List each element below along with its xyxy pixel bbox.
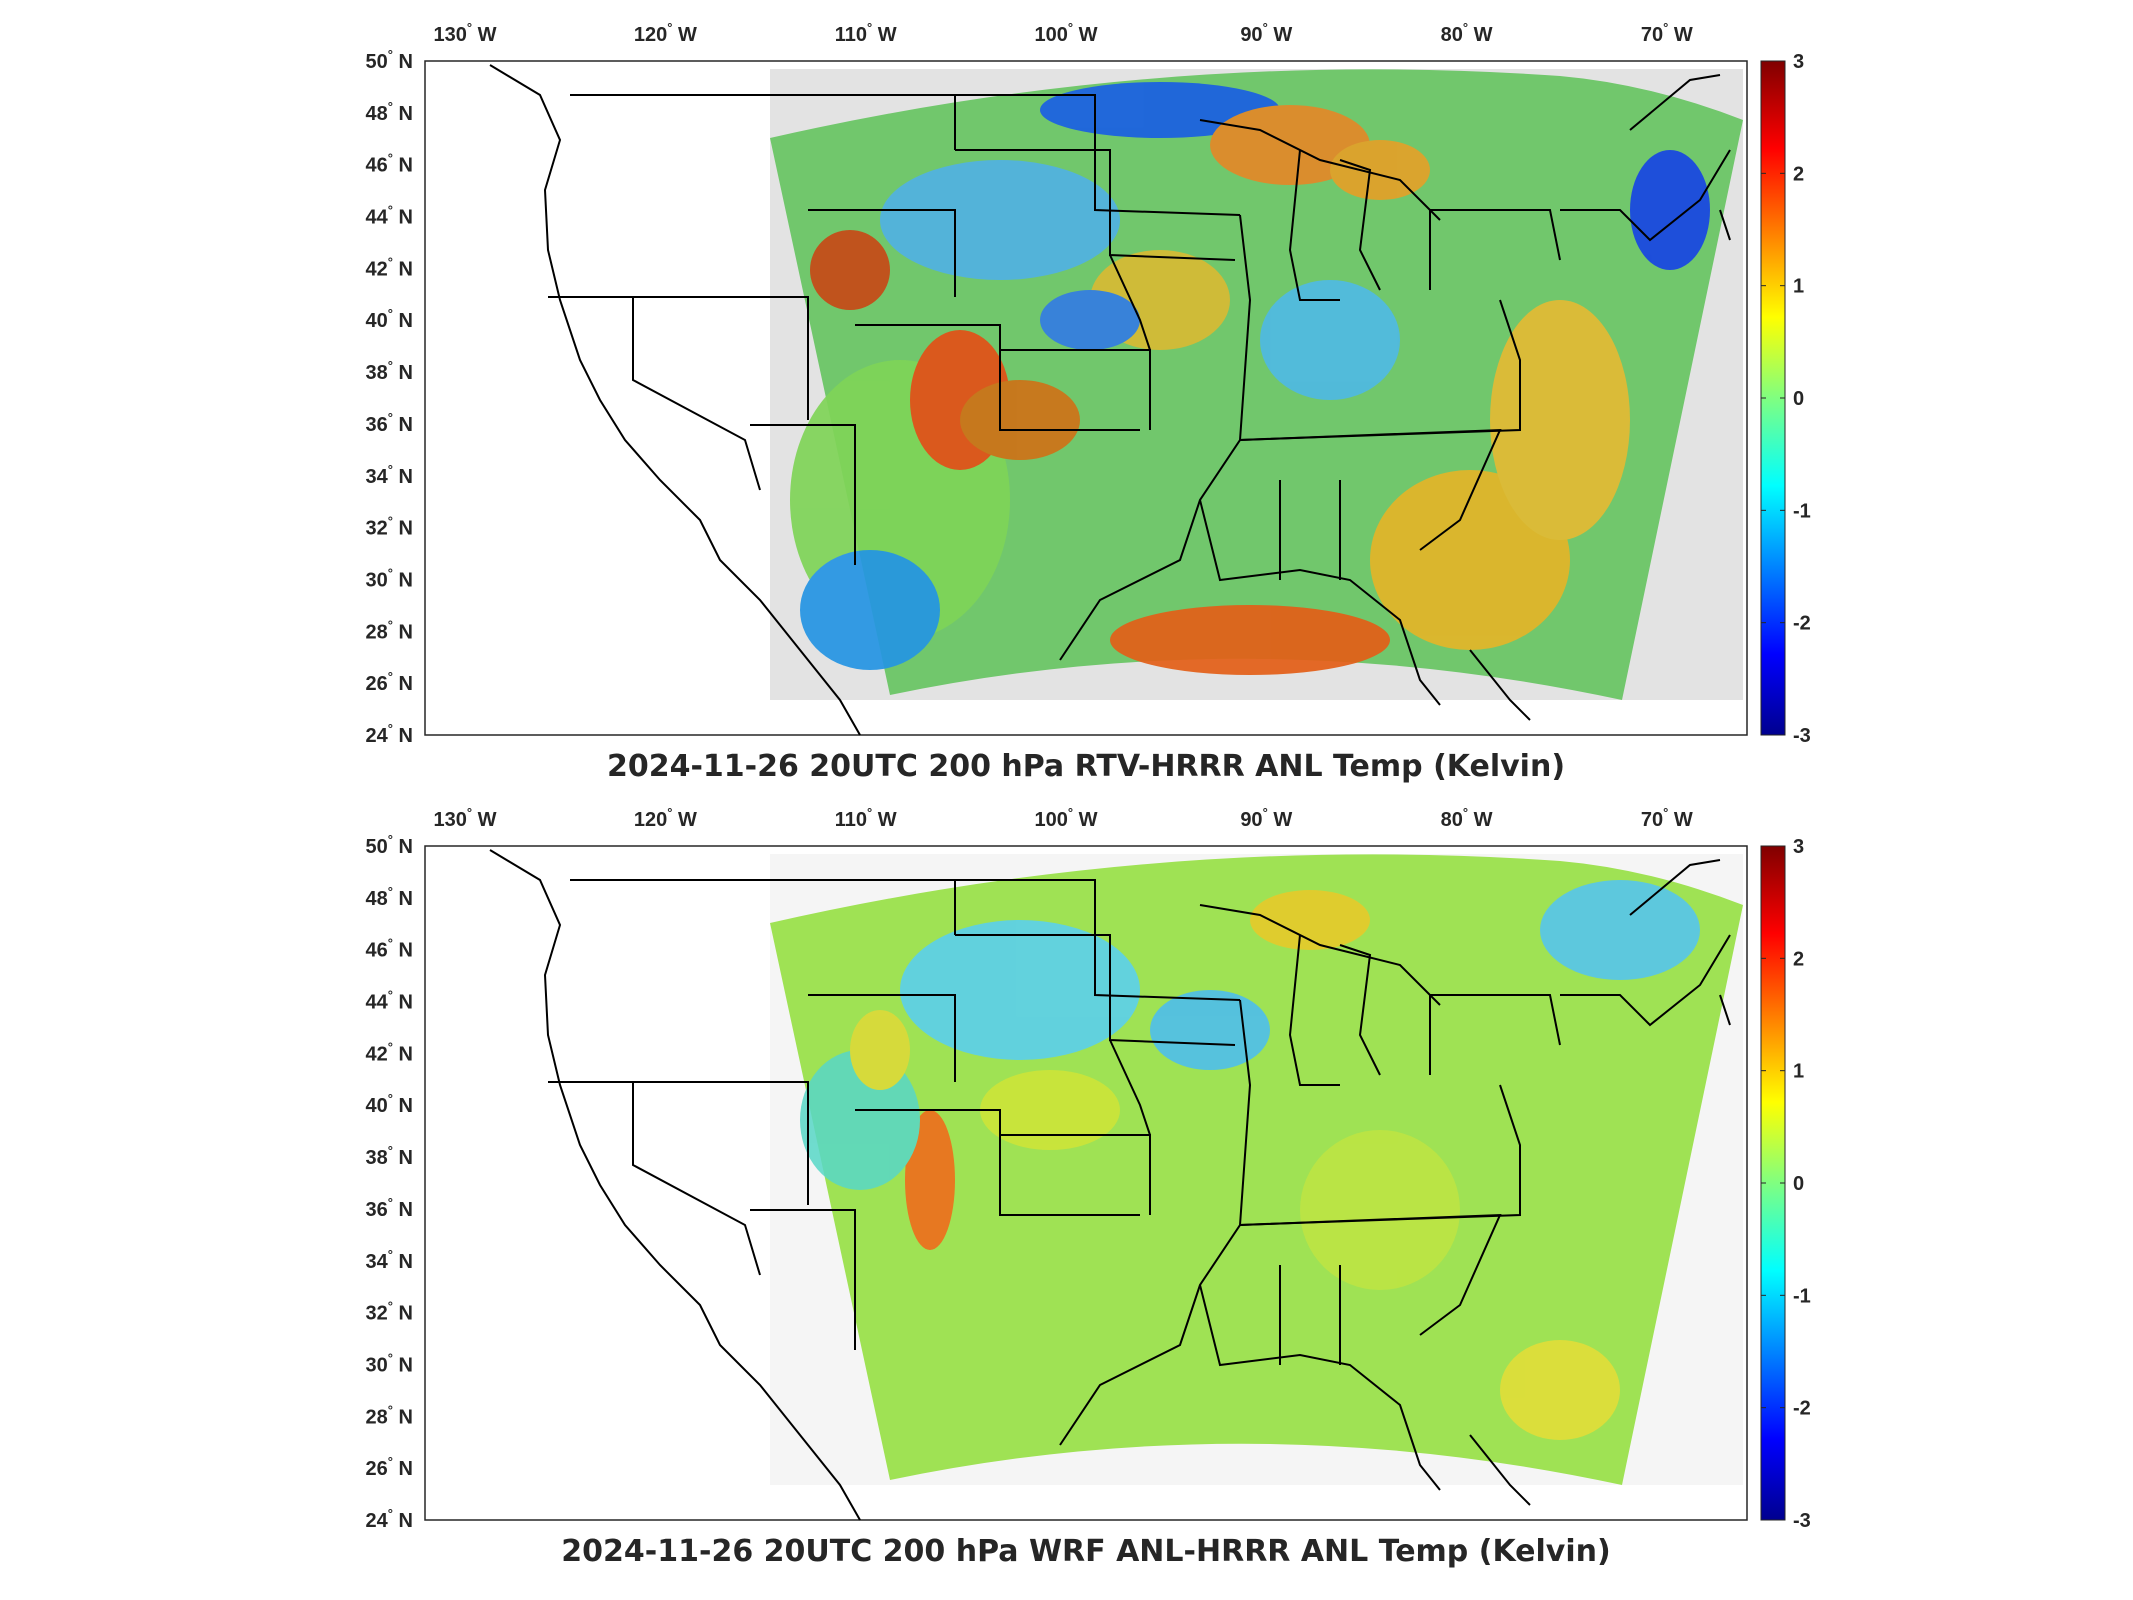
longitude-label: 120° W [634,20,697,46]
latitude-label: 38° N [366,358,413,384]
latitude-label: 28° N [366,1402,413,1428]
latitude-label: 24° N [366,721,413,747]
panel-title: 2024-11-26 20UTC 200 hPa WRF ANL-HRRR AN… [561,1534,1610,1569]
longitude-label: 100° W [1034,20,1097,46]
colorbar: 3 2 1 0 -1 -2 -3 [1760,51,1811,747]
longitude-label: 90° W [1240,805,1292,831]
latitude-label: 36° N [366,1195,413,1221]
longitude-label: 70° W [1641,805,1693,831]
latitude-label: 26° N [366,1454,413,1480]
colorbar-tick-label: 1 [1793,1061,1804,1083]
latitude-label: 44° N [366,203,413,229]
colorbar-tick-label: 3 [1793,836,1804,858]
latitude-label: 30° N [366,1350,413,1376]
panel-title: 2024-11-26 20UTC 200 hPa RTV-HRRR ANL Te… [607,749,1565,784]
latitude-label: 48° N [366,884,413,910]
boundaries [489,64,1731,736]
colorbar-tick-label: -2 [1793,1398,1811,1420]
latitude-label: 30° N [366,565,413,591]
map-figure: 3 2 1 0 -1 -2 -3 130° W 120° W 110° W 100° W 90° W… [366,20,1811,784]
latitude-label: 40° N [366,1091,413,1117]
longitude-label: 130° W [434,20,497,46]
longitude-label: 80° W [1441,805,1493,831]
colorbar-tick-label: -2 [1793,613,1811,635]
panel-wrf-hrrr: 3 2 1 0 -1 -2 -3 130° W 120° W 110° W 100° W 90° W… [0,790,2133,1580]
latitude-label: 50° N [366,47,413,73]
latitude-label: 42° N [366,1039,413,1065]
latitude-label: 32° N [366,514,413,540]
latitude-labels: 50° N 48° N 46° N 44° N 42° N 40° N 38° N 36° N… [366,47,413,747]
latitude-label: 34° N [366,1247,413,1273]
longitude-labels: 130° W 120° W 110° W 100° W 90° W 80° W 70° W [434,20,1693,46]
latitude-label: 26° N [366,669,413,695]
longitude-label: 110° W [835,20,897,46]
latitude-label: 32° N [366,1299,413,1325]
colorbar-tick-label: 1 [1793,276,1804,298]
latitude-label: 38° N [366,1143,413,1169]
map-figure: 3 2 1 0 -1 -2 -3 130° W 120° W 110° W 100° W 90° W… [366,805,1811,1569]
longitude-labels: 130° W 120° W 110° W 100° W 90° W 80° W 70° W [434,805,1693,831]
latitude-labels: 50° N 48° N 46° N 44° N 42° N 40° N 38° N 36° N… [366,832,413,1532]
colorbar-tick-label: -1 [1793,1285,1811,1307]
latitude-label: 46° N [366,936,413,962]
latitude-label: 28° N [366,617,413,643]
latitude-label: 48° N [366,99,413,125]
boundaries [489,849,1731,1521]
temperature-difference-field [770,854,1743,1485]
latitude-label: 34° N [366,462,413,488]
latitude-label: 46° N [366,151,413,177]
colorbar-tick-label: 2 [1793,163,1804,185]
latitude-label: 36° N [366,410,413,436]
colorbar-tick-label: -1 [1793,500,1811,522]
colorbar: 3 2 1 0 -1 -2 -3 [1760,836,1811,1532]
longitude-label: 80° W [1441,20,1493,46]
colorbar-tick-label: -3 [1793,725,1811,747]
longitude-label: 70° W [1641,20,1693,46]
colorbar-tick-label: 2 [1793,948,1804,970]
longitude-label: 110° W [835,805,897,831]
colorbar-tick-label: -3 [1793,1510,1811,1532]
panel-rtv-hrrr: 3 2 1 0 -1 -2 -3 130° W 120° W 110° W 100° W 90° W… [0,0,2133,790]
longitude-label: 120° W [634,805,697,831]
longitude-label: 90° W [1240,20,1292,46]
latitude-label: 50° N [366,832,413,858]
colorbar-tick-label: 0 [1793,1173,1804,1195]
latitude-label: 40° N [366,306,413,332]
longitude-label: 100° W [1034,805,1097,831]
latitude-label: 44° N [366,988,413,1014]
temperature-difference-field [770,69,1743,700]
longitude-label: 130° W [434,805,497,831]
latitude-label: 42° N [366,254,413,280]
latitude-label: 24° N [366,1506,413,1532]
colorbar-tick-label: 3 [1793,51,1804,73]
colorbar-tick-label: 0 [1793,388,1804,410]
